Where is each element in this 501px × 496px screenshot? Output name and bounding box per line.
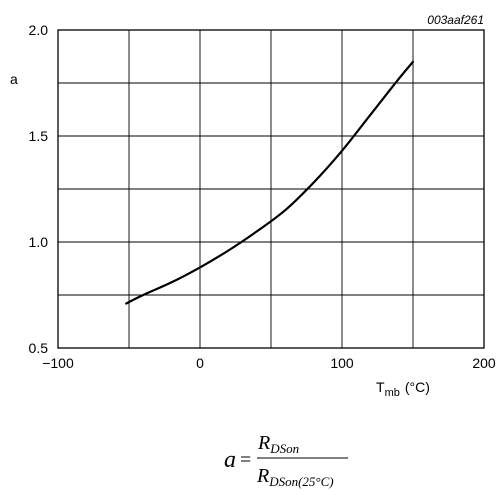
formula-denominator-symbol: R [256, 465, 269, 487]
x-axis-label-unit: (°C) [405, 379, 430, 395]
formula-numerator-subscript: DSon [269, 441, 299, 456]
y-tick-label: 2.0 [29, 22, 49, 38]
x-axis-label-main: T [376, 379, 385, 395]
formula-equals: = [240, 449, 251, 471]
y-axis-label: a [10, 71, 18, 87]
y-tick-labels: 0.5 1.0 1.5 2.0 [29, 22, 49, 356]
y-tick-label: 1.5 [29, 128, 49, 144]
plot-frame [57, 29, 485, 349]
x-tick-label: 0 [196, 355, 204, 371]
formula: a = RDSon RDSon(25°C) [224, 432, 348, 489]
y-tick-label: 0.5 [29, 340, 49, 356]
x-axis-label-subscript: mb [385, 387, 400, 399]
formula-denominator-subscript: DSon(25°C) [268, 474, 333, 489]
x-tick-label: 200 [472, 355, 496, 371]
formula-numerator: RDSon [257, 432, 299, 456]
grid [58, 30, 484, 348]
figure-id: 003aaf261 [427, 13, 484, 27]
x-tick-labels: −100 0 100 200 [42, 355, 496, 371]
formula-numerator-symbol: R [257, 432, 270, 454]
y-tick-label: 1.0 [29, 234, 49, 250]
formula-lhs: a [224, 447, 236, 473]
x-tick-label: −100 [42, 355, 74, 371]
formula-denominator: RDSon(25°C) [256, 465, 334, 489]
series-line [125, 60, 415, 305]
x-tick-label: 100 [330, 355, 354, 371]
x-axis-label: Tmb (°C) [376, 379, 430, 399]
